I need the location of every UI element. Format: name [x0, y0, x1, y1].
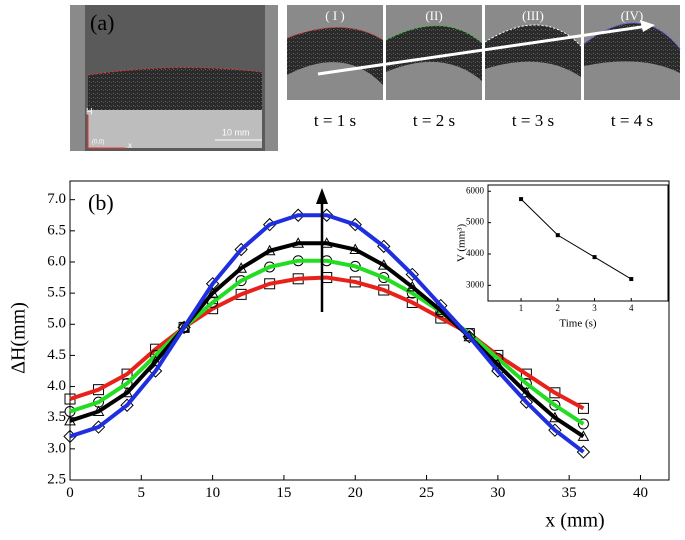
- y-tick-label: 4.0: [47, 378, 66, 394]
- photo-main: [70, 5, 278, 151]
- y-tick-label: 5.5: [47, 285, 66, 301]
- x-tick-label: 1: [519, 303, 524, 313]
- marker: [148, 364, 163, 378]
- surface-curve: [583, 22, 681, 50]
- y-tick-label: 6.5: [47, 222, 66, 238]
- frames: ( I ) t = 1 s (II) t = 2 s (III) t = 3 s (IV) t…: [286, 5, 681, 130]
- series-line: [69, 275, 585, 411]
- series-line: [69, 213, 585, 454]
- x-tick-label: 3: [592, 303, 597, 313]
- frame-label: (IV): [621, 8, 643, 23]
- granular-layer: [287, 27, 383, 85]
- y-tick-label: 5.0: [47, 316, 66, 332]
- marker: [592, 255, 597, 260]
- marker: [520, 368, 532, 380]
- marker: [577, 402, 589, 414]
- y-axis-label: ΔH(mm): [8, 302, 30, 374]
- frame-label: (III): [522, 8, 544, 23]
- time-label: t = 4 s: [611, 111, 653, 130]
- marker: [406, 296, 418, 308]
- marker: [121, 368, 133, 380]
- panel-label: (a): [90, 10, 114, 35]
- x-tick-label: 25: [419, 485, 434, 501]
- inset-frame: [487, 184, 669, 302]
- axis-h: H: [86, 106, 93, 116]
- y-tick-label: 2.5: [47, 471, 66, 487]
- granular-layer: [584, 23, 680, 73]
- y-tick-label: 3.0: [47, 440, 66, 456]
- granular-layer: [386, 25, 482, 81]
- plot-frame: [69, 180, 670, 481]
- marker: [235, 275, 247, 287]
- arrow: [317, 24, 649, 76]
- time-label: t = 1 s: [314, 111, 356, 130]
- inset-y-label: V (mm³): [456, 224, 468, 263]
- surface-curve: [484, 24, 582, 47]
- panel-label: (b): [88, 190, 114, 215]
- x-tick-label: 40: [633, 485, 648, 501]
- y-tick-label: 6000: [466, 185, 485, 195]
- axis-x: x: [128, 141, 132, 150]
- x-tick-label: 20: [348, 485, 363, 501]
- x-tick-label: 0: [66, 485, 74, 501]
- y-tick-label: 3000: [466, 279, 485, 289]
- frame-label: (II): [425, 8, 442, 23]
- origin: (0,0): [92, 140, 104, 146]
- y-tick-label: 4.5: [47, 347, 66, 363]
- marker: [629, 277, 634, 282]
- scale-bar: 10 mm: [222, 127, 250, 137]
- inset-x-label: Time (s): [559, 318, 597, 330]
- surface-curve: [385, 25, 483, 44]
- surface-curve: [286, 27, 384, 41]
- x-tick-label: 5: [138, 485, 146, 501]
- x-tick-label: 30: [490, 485, 505, 501]
- time-label: t = 2 s: [413, 111, 455, 130]
- time-label: t = 3 s: [512, 111, 554, 130]
- y-tick-label: 5000: [466, 217, 485, 227]
- marker: [555, 233, 560, 238]
- marker: [177, 320, 191, 335]
- x-tick-label: 35: [562, 485, 577, 501]
- marker: [549, 387, 561, 399]
- y-tick-label: 4000: [466, 248, 485, 258]
- arrow-head: [640, 20, 655, 32]
- x-tick-label: 15: [276, 485, 291, 501]
- marker: [549, 399, 561, 411]
- x-tick-label: 2: [556, 303, 561, 313]
- y-tick-label: 6.0: [47, 253, 66, 269]
- x-tick-label: 4: [629, 303, 634, 313]
- x-axis-label: x (mm): [545, 510, 604, 532]
- frame-label: ( I ): [325, 8, 345, 23]
- x-tick-label: 10: [205, 485, 220, 501]
- main-plot: 0 5 10 15 20 25 30 35 40 2.5 3.0 3.5 4.0 4.5 5.0 5.5 6.0…: [47, 191, 648, 501]
- y-tick-label: 7.0: [47, 191, 66, 207]
- inset-plot: 1 2 3 4 3000 4000 5000 6000: [466, 185, 634, 313]
- y-tick-label: 3.5: [47, 409, 66, 425]
- arrow-head: [316, 188, 328, 204]
- marker: [577, 418, 589, 430]
- series-line: [69, 258, 585, 426]
- marker: [519, 197, 524, 202]
- series-line: [520, 198, 632, 280]
